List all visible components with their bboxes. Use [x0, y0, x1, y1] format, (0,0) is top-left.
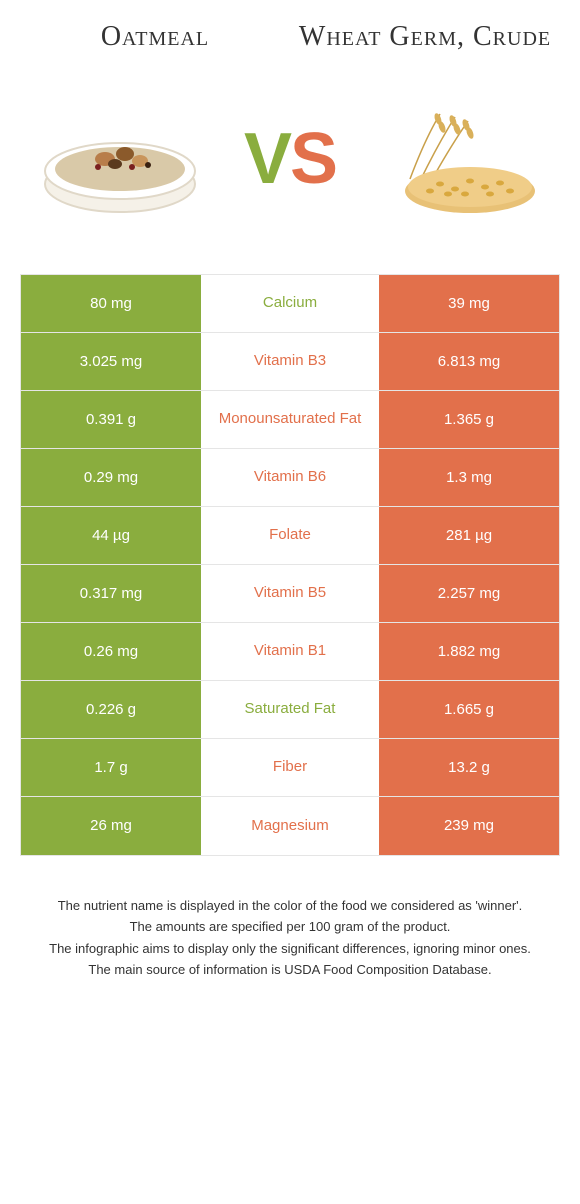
nutrient-row: 0.226 gSaturated Fat1.665 g [21, 681, 559, 739]
nutrient-label: Fiber [201, 739, 379, 796]
footnotes: The nutrient name is displayed in the co… [20, 896, 560, 980]
value-left: 44 µg [21, 507, 201, 564]
value-right: 13.2 g [379, 739, 559, 796]
nutrient-label: Vitamin B3 [201, 333, 379, 390]
value-left: 0.226 g [21, 681, 201, 738]
value-right: 2.257 mg [379, 565, 559, 622]
wheat-germ-image [360, 89, 560, 229]
nutrient-table: 80 mgCalcium39 mg3.025 mgVitamin B36.813… [20, 274, 560, 856]
footnote-line: The amounts are specified per 100 gram o… [20, 917, 560, 937]
nutrient-label: Saturated Fat [201, 681, 379, 738]
nutrient-row: 44 µgFolate281 µg [21, 507, 559, 565]
title-left: Oatmeal [20, 20, 290, 54]
title-row: Oatmeal Wheat Germ, Crude [20, 20, 560, 54]
nutrient-row: 0.26 mgVitamin B11.882 mg [21, 623, 559, 681]
value-right: 39 mg [379, 275, 559, 332]
value-right: 281 µg [379, 507, 559, 564]
nutrient-row: 0.391 gMonounsaturated Fat1.365 g [21, 391, 559, 449]
nutrient-label: Calcium [201, 275, 379, 332]
infographic-container: Oatmeal Wheat Germ, Crude VS [0, 0, 580, 980]
value-left: 0.317 mg [21, 565, 201, 622]
nutrient-row: 0.29 mgVitamin B61.3 mg [21, 449, 559, 507]
value-right: 6.813 mg [379, 333, 559, 390]
nutrient-row: 3.025 mgVitamin B36.813 mg [21, 333, 559, 391]
vs-v: V [244, 119, 290, 199]
value-right: 1.882 mg [379, 623, 559, 680]
vs-label: VS [244, 118, 336, 200]
oatmeal-image [20, 89, 220, 229]
value-left: 3.025 mg [21, 333, 201, 390]
nutrient-row: 1.7 gFiber13.2 g [21, 739, 559, 797]
hero-row: VS [20, 74, 560, 244]
value-right: 239 mg [379, 797, 559, 855]
nutrient-row: 26 mgMagnesium239 mg [21, 797, 559, 855]
footnote-line: The infographic aims to display only the… [20, 939, 560, 959]
nutrient-label: Monounsaturated Fat [201, 391, 379, 448]
nutrient-label: Vitamin B5 [201, 565, 379, 622]
title-right: Wheat Germ, Crude [290, 20, 560, 54]
nutrient-row: 80 mgCalcium39 mg [21, 275, 559, 333]
footnote-line: The main source of information is USDA F… [20, 960, 560, 980]
nutrient-row: 0.317 mgVitamin B52.257 mg [21, 565, 559, 623]
vs-s: S [290, 119, 336, 199]
value-left: 1.7 g [21, 739, 201, 796]
value-left: 0.29 mg [21, 449, 201, 506]
value-left: 26 mg [21, 797, 201, 855]
nutrient-label: Magnesium [201, 797, 379, 855]
value-left: 0.26 mg [21, 623, 201, 680]
value-left: 0.391 g [21, 391, 201, 448]
nutrient-label: Folate [201, 507, 379, 564]
footnote-line: The nutrient name is displayed in the co… [20, 896, 560, 916]
value-right: 1.365 g [379, 391, 559, 448]
nutrient-label: Vitamin B1 [201, 623, 379, 680]
value-left: 80 mg [21, 275, 201, 332]
nutrient-label: Vitamin B6 [201, 449, 379, 506]
value-right: 1.3 mg [379, 449, 559, 506]
value-right: 1.665 g [379, 681, 559, 738]
